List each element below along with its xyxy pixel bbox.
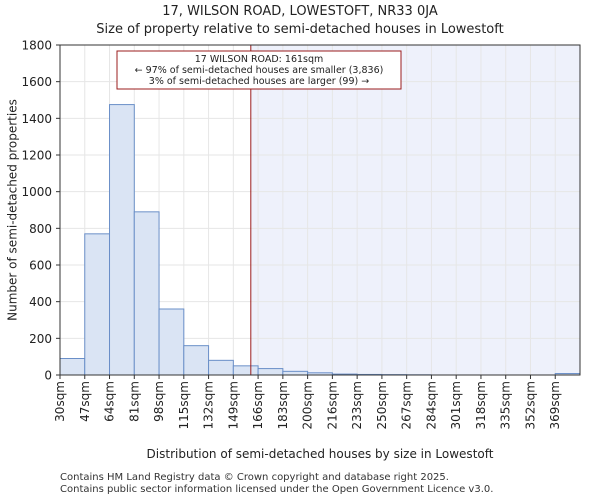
x-tick-label: 250sqm — [375, 381, 389, 429]
x-tick-label: 318sqm — [474, 381, 488, 429]
histogram-bar — [84, 233, 111, 376]
x-tick-label: 267sqm — [400, 381, 414, 429]
x-tick-label: 200sqm — [301, 381, 315, 429]
histogram-bar — [183, 345, 210, 376]
y-tick-label: 800 — [29, 222, 52, 236]
histogram-bar — [208, 359, 234, 376]
x-tick-label: 183sqm — [276, 381, 290, 429]
x-tick-label: 284sqm — [424, 381, 438, 429]
annotation-line-1: 17 WILSON ROAD: 161sqm — [195, 54, 324, 65]
plot-frame — [59, 44, 581, 376]
y-tick-label: 200 — [29, 332, 52, 346]
histogram-bar — [257, 368, 284, 376]
x-tick-label: 132sqm — [202, 381, 216, 429]
annotation-line-2: ← 97% of semi-detached houses are smalle… — [135, 65, 384, 76]
x-tick-label: 30sqm — [53, 381, 67, 422]
chart-subtitle: Size of property relative to semi-detach… — [96, 22, 504, 37]
x-tick-label: 335sqm — [499, 381, 513, 429]
chart-title: 17, WILSON ROAD, LOWESTOFT, NR33 0JA — [162, 4, 438, 19]
y-tick-label: 1800 — [21, 39, 52, 53]
histogram-chart: 0 200 400 600 800 1000 1200 1400 1600 1800 30sqm 4… — [6, 39, 581, 461]
y-tick-label: 1600 — [21, 75, 52, 89]
histogram-bar — [133, 211, 160, 376]
x-tick-label: 233sqm — [350, 381, 364, 429]
x-tick-label: 98sqm — [152, 381, 166, 422]
footer-copyright: Contains HM Land Registry data © Crown c… — [60, 472, 449, 483]
x-tick-label: 149sqm — [226, 381, 240, 429]
footer-licence: Contains public sector information licen… — [60, 484, 494, 495]
x-axis-label: Distribution of semi-detached houses by … — [147, 447, 494, 461]
annotation-line-3: 3% of semi-detached houses are larger (9… — [149, 76, 369, 87]
histogram-bar — [158, 308, 185, 376]
y-tick-label: 0 — [44, 369, 52, 383]
x-tick-label: 115sqm — [177, 381, 191, 429]
larger-region-highlight — [250, 45, 581, 375]
y-tick-label: 1000 — [21, 185, 52, 199]
annotation-box: 17 WILSON ROAD: 161sqm ← 97% of semi-det… — [116, 50, 402, 90]
x-tick-label: 352sqm — [523, 381, 537, 429]
histogram-bar — [232, 365, 259, 376]
histogram-bar — [109, 104, 135, 376]
y-axis-label: Number of semi-detached properties — [6, 99, 20, 321]
y-tick-label: 600 — [29, 259, 52, 273]
y-tick-label: 1400 — [21, 112, 52, 126]
histogram-bar — [282, 370, 309, 376]
x-tick-label: 64sqm — [103, 381, 117, 422]
x-tick-label: 81sqm — [127, 381, 141, 422]
y-tick-label: 1200 — [21, 149, 52, 163]
x-tick-label: 369sqm — [548, 381, 562, 429]
y-tick-label: 400 — [29, 295, 52, 309]
histogram-bar — [59, 358, 86, 376]
x-tick-label: 216sqm — [325, 381, 339, 429]
x-tick-label: 166sqm — [251, 381, 265, 429]
x-tick-label: 301sqm — [449, 381, 463, 429]
x-tick-label: 47sqm — [78, 381, 92, 422]
